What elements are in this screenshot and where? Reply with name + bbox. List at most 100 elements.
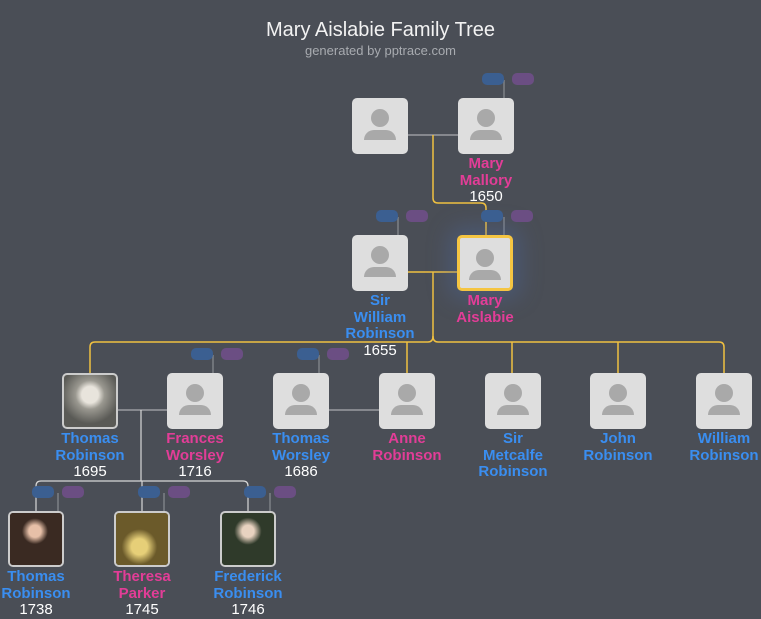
person-label[interactable]: Frances Worsley 1716 (130, 430, 260, 481)
silhouette-icon (371, 246, 389, 264)
parents-female-badge[interactable] (327, 348, 349, 360)
person-card[interactable] (220, 511, 276, 567)
birth-year: 1686 (284, 463, 318, 480)
parents-male-badge[interactable] (191, 348, 213, 360)
person-label[interactable]: Theresa Parker 1745 (77, 568, 207, 619)
person-card[interactable] (167, 373, 223, 429)
silhouette-icon (609, 384, 627, 402)
person-label[interactable]: Sir William Robinson 1655 (315, 292, 445, 359)
person-name-line: Worsley (271, 446, 331, 464)
badge-stems (57, 80, 505, 511)
person-label[interactable]: Anne Robinson (342, 430, 472, 464)
parents-female-badge[interactable] (168, 486, 190, 498)
birth-year: 1745 (125, 601, 159, 618)
portrait-photo (10, 513, 62, 565)
silhouette-icon (476, 249, 494, 267)
person-name-line: Mary (468, 155, 504, 172)
person-label[interactable]: Sir Metcalfe Robinson (448, 430, 578, 481)
person-name-line: John (600, 430, 636, 447)
person-card[interactable] (590, 373, 646, 429)
silhouette-icon (470, 130, 502, 140)
page-subtitle: generated by pptrace.com (304, 43, 457, 58)
silhouette-icon (602, 405, 634, 415)
person-card[interactable] (62, 373, 118, 429)
person-name-line: Theresa (113, 568, 171, 585)
parents-male-badge[interactable] (297, 348, 319, 360)
person-label[interactable]: Thomas Robinson 1695 (25, 430, 155, 481)
person-label[interactable]: Mary Aislabie (420, 292, 550, 326)
parents-female-badge[interactable] (221, 348, 243, 360)
person-name-line: Frances (166, 430, 224, 447)
person-card[interactable] (696, 373, 752, 429)
parents-female-badge[interactable] (274, 486, 296, 498)
person-card[interactable] (379, 373, 435, 429)
silhouette-icon (364, 130, 396, 140)
page-title: Mary Aislabie Family Tree (266, 19, 495, 41)
person-card[interactable] (485, 373, 541, 429)
portrait-photo (64, 375, 116, 427)
person-card[interactable] (352, 98, 408, 154)
person-name-line: Mallory (459, 171, 513, 189)
person-card[interactable] (114, 511, 170, 567)
child-line (35, 410, 249, 511)
person-name-line: Robinson (345, 325, 415, 342)
person-name-line: Robinson (213, 584, 283, 602)
person-name-line: William (697, 430, 751, 447)
parents-male-badge[interactable] (138, 486, 160, 498)
portrait-photo (222, 513, 274, 565)
person-label[interactable]: Mary Mallory 1650 (421, 155, 551, 206)
parents-female-badge[interactable] (511, 210, 533, 222)
person-name-line: Thomas (7, 568, 65, 585)
parents-female-badge[interactable] (512, 73, 534, 85)
silhouette-icon (398, 384, 416, 402)
parents-female-badge[interactable] (62, 486, 84, 498)
birth-year: 1695 (73, 463, 107, 480)
person-label[interactable]: John Robinson (553, 430, 683, 464)
silhouette-icon (292, 384, 310, 402)
person-label[interactable]: Thomas Robinson 1738 (0, 568, 101, 619)
silhouette-icon (708, 405, 740, 415)
person-name-line: Robinson (55, 446, 125, 464)
person-name-line: Metcalfe (482, 446, 544, 464)
person-label[interactable]: Frederick Robinson 1746 (183, 568, 313, 619)
silhouette-icon (477, 109, 495, 127)
birth-year: 1746 (231, 601, 265, 618)
person-name-line: Robinson (478, 463, 548, 480)
person-card[interactable] (458, 98, 514, 154)
person-name-line: Frederick (214, 568, 282, 585)
parents-male-badge[interactable] (32, 486, 54, 498)
person-name-line: Robinson (1, 584, 71, 602)
person-name-line: Thomas (272, 430, 330, 447)
parents-male-badge[interactable] (244, 486, 266, 498)
parents-male-badge[interactable] (376, 210, 398, 222)
birth-year: 1716 (178, 463, 212, 480)
silhouette-icon (364, 267, 396, 277)
person-card[interactable] (273, 373, 329, 429)
parents-male-badge[interactable] (481, 210, 503, 222)
person-name-line: Robinson (583, 446, 653, 464)
silhouette-icon (504, 384, 522, 402)
person-label[interactable]: Thomas Worsley 1686 (236, 430, 366, 481)
person-card[interactable] (352, 235, 408, 291)
descent-lines (89, 135, 725, 373)
person-name-line: Sir (502, 430, 523, 447)
descent-line (432, 135, 487, 235)
portrait-photo (116, 513, 168, 565)
person-name-line: Thomas (61, 430, 119, 447)
person-label[interactable]: William Robinson (659, 430, 761, 464)
silhouette-icon (391, 405, 423, 415)
silhouette-icon (715, 384, 733, 402)
silhouette-icon (186, 384, 204, 402)
person-name-line: Mary (467, 292, 503, 309)
parents-female-badge[interactable] (406, 210, 428, 222)
person-name-line: Sir (369, 292, 390, 309)
parents-male-badge[interactable] (482, 73, 504, 85)
person-name-line: William (353, 308, 407, 326)
child-lines (35, 410, 249, 511)
person-card[interactable] (8, 511, 64, 567)
silhouette-icon (469, 270, 501, 280)
person-card[interactable] (457, 235, 513, 291)
person-name-line: Anne (388, 430, 426, 447)
silhouette-icon (497, 405, 529, 415)
